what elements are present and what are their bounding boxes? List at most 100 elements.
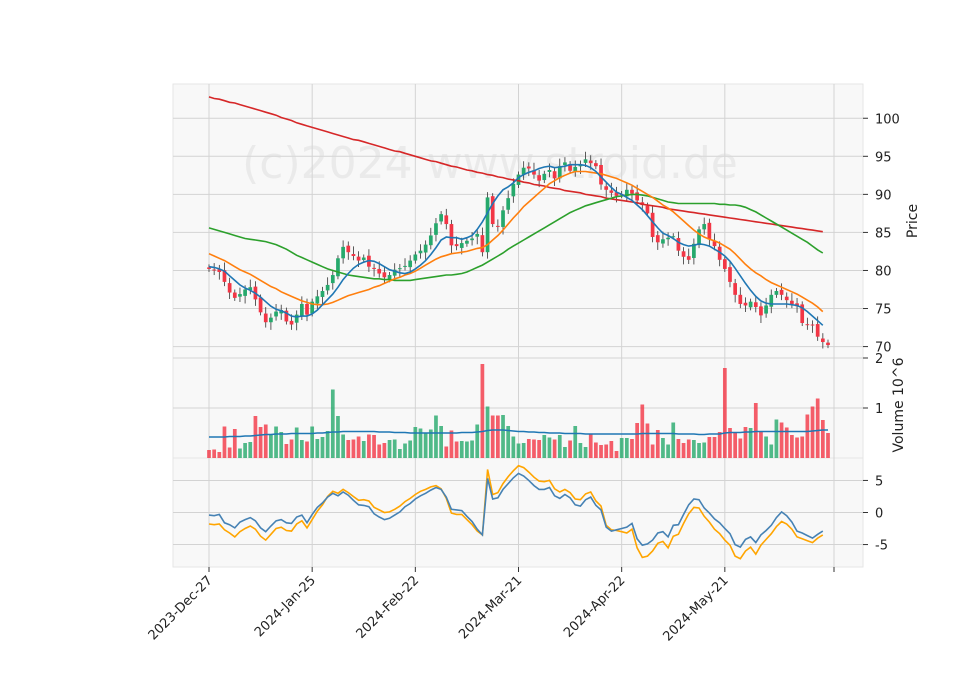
volume-bar — [207, 450, 211, 458]
candle-body — [583, 159, 588, 163]
volume-bar — [614, 451, 619, 458]
volume-bar — [532, 439, 536, 458]
candle-body — [666, 237, 670, 240]
candle-body — [557, 166, 562, 179]
candle-body — [382, 272, 387, 278]
volume-bar — [645, 423, 650, 458]
oscillator-line-1 — [208, 472, 824, 549]
candle-body — [269, 317, 273, 323]
candle-body — [614, 192, 619, 196]
candle-body — [294, 314, 299, 323]
volume-bar — [434, 415, 438, 458]
volume-y-tick-label: 1 — [875, 402, 883, 417]
volume-bar — [692, 440, 696, 458]
volume-bar — [563, 447, 567, 458]
candle-body — [661, 239, 665, 244]
candle-body — [418, 250, 423, 254]
volume-bar — [480, 364, 485, 458]
volume-bar — [356, 436, 361, 458]
candle-body — [439, 214, 443, 222]
candle-body — [748, 301, 753, 308]
volume-bar — [748, 428, 753, 458]
volume-bar — [815, 398, 820, 458]
volume-bar — [609, 441, 614, 458]
candle-body — [336, 258, 340, 277]
volume-bar — [681, 443, 686, 458]
candle-body — [434, 223, 438, 235]
candle-body — [258, 297, 263, 313]
candle-body — [733, 283, 738, 295]
candle-body — [547, 170, 552, 172]
candle-body — [511, 183, 516, 197]
volume-bar — [299, 440, 304, 458]
candle-body — [692, 243, 696, 258]
watermark: (c)2024 www.stroid.de — [242, 138, 738, 189]
candle-body — [248, 287, 253, 291]
candle-body — [408, 260, 413, 268]
price-y-tick-label: 95 — [875, 150, 892, 165]
candle-body — [392, 269, 397, 276]
volume-bar — [232, 429, 237, 458]
candle-body — [790, 300, 794, 304]
volume-bar — [243, 443, 247, 458]
volume-bar — [284, 444, 289, 458]
x-tick-label: 2024-Mar-21 — [456, 573, 525, 642]
candle-body — [341, 246, 345, 259]
volume-bar — [408, 440, 413, 458]
candle-body — [609, 190, 614, 193]
candle-body — [702, 224, 707, 230]
volume-bar — [248, 442, 253, 458]
volume-bar — [336, 416, 340, 458]
volume-bar — [743, 427, 748, 458]
candle-body — [480, 235, 485, 253]
volume-bar — [557, 435, 562, 458]
candle-body — [604, 186, 609, 190]
volume-bar — [671, 422, 676, 458]
volume-ma-line — [209, 429, 828, 438]
volume-bar — [490, 415, 495, 458]
volume-bar — [305, 441, 309, 458]
volume-bar — [764, 436, 768, 458]
price-y-tick-label: 70 — [875, 341, 892, 356]
ma-mid-line — [208, 170, 824, 313]
candle-body — [728, 267, 732, 282]
candle-body — [387, 275, 392, 280]
candle-body — [573, 166, 578, 172]
volume-axis-title: Volume 10^6 — [891, 357, 907, 452]
candle-body — [423, 244, 428, 253]
candle-body — [707, 222, 712, 240]
volume-bar — [769, 444, 774, 458]
volume-bar — [717, 432, 722, 458]
candle-body — [784, 296, 789, 301]
candle-body — [289, 320, 294, 325]
candle-body — [594, 163, 598, 167]
candle-body — [753, 302, 758, 308]
x-tick-label: 2024-Apr-22 — [561, 573, 628, 640]
volume-bar — [485, 406, 490, 458]
candle-body — [496, 225, 500, 227]
candle-body — [428, 235, 433, 246]
candle-body — [624, 189, 629, 197]
volume-bar — [655, 430, 660, 458]
candle-body — [454, 244, 459, 247]
volume-bar — [367, 434, 371, 458]
volume-bar — [459, 441, 464, 458]
x-tick-label: 2023-Dec-27 — [146, 573, 216, 643]
volume-bar — [779, 422, 784, 458]
volume-bar — [372, 435, 376, 458]
price-y-tick-label: 100 — [875, 112, 900, 127]
candle-body — [697, 229, 701, 246]
volume-bar — [516, 443, 521, 458]
volume-bar — [320, 437, 325, 458]
candle-body — [805, 324, 810, 326]
candle-body — [779, 289, 784, 295]
candle-body — [542, 173, 547, 181]
candle-body — [346, 245, 351, 253]
candle-body — [315, 296, 320, 304]
volume-bar — [599, 445, 603, 458]
candle-body — [279, 310, 284, 314]
volume-bar — [470, 440, 474, 458]
volume-bar — [269, 434, 273, 458]
volume-bar — [820, 420, 825, 458]
